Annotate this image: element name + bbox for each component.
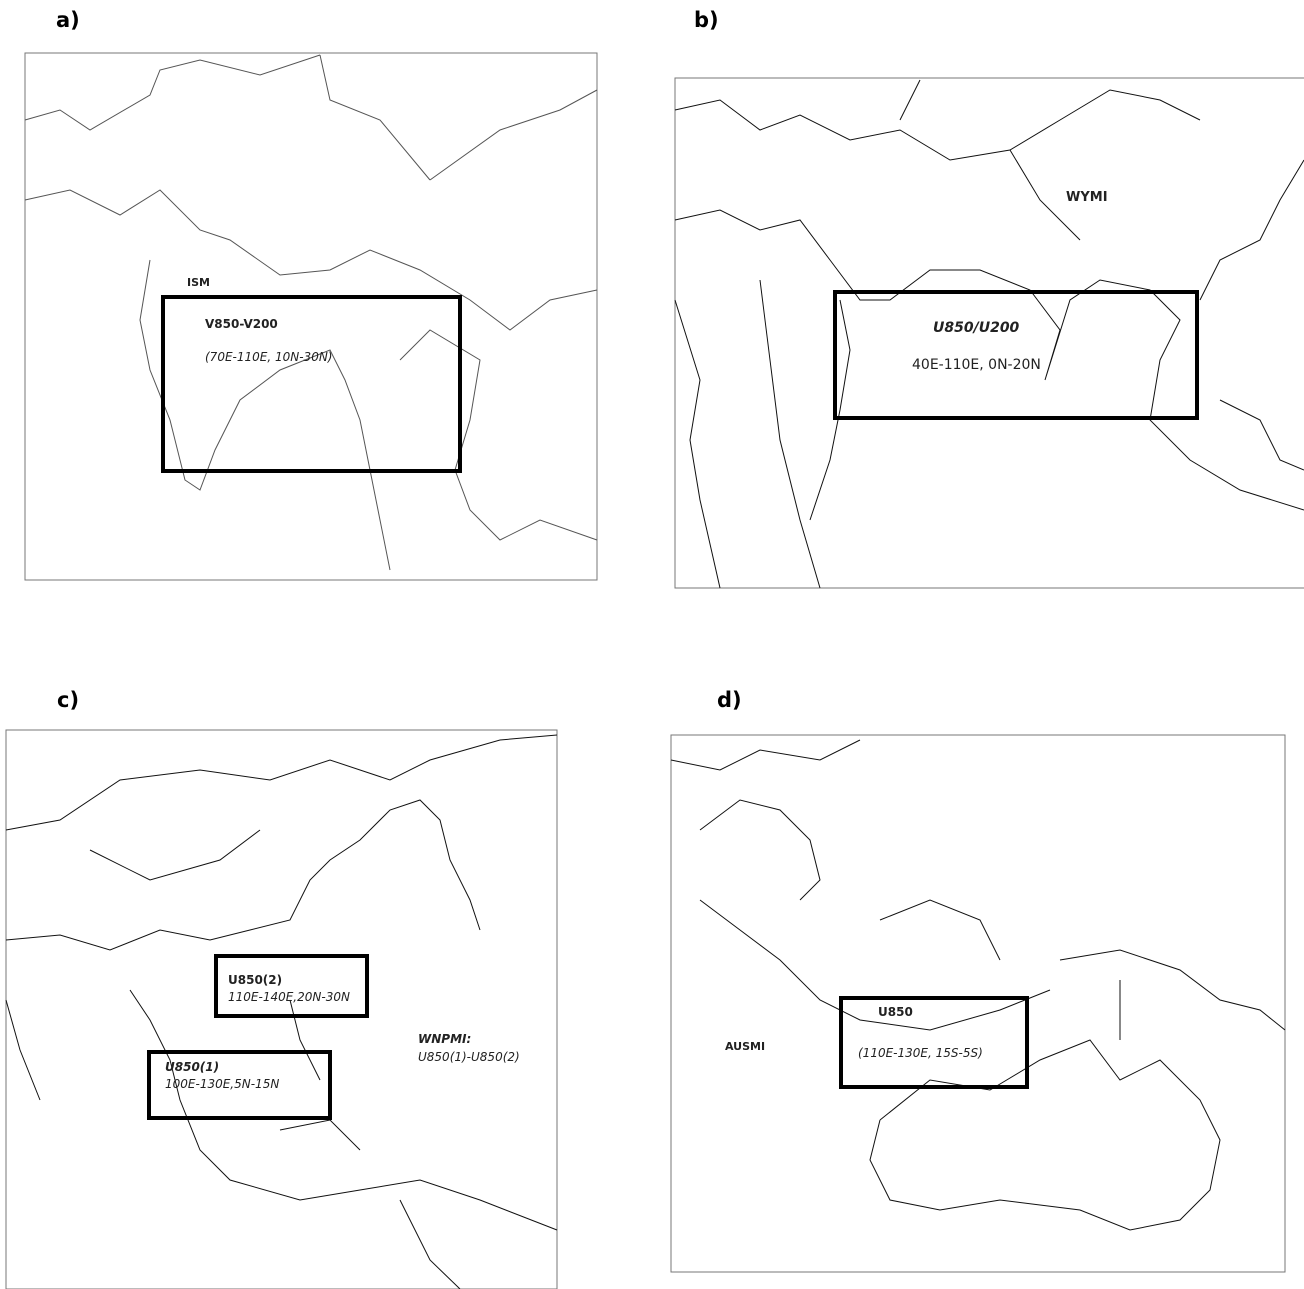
index-name: AUSMI	[725, 1040, 765, 1053]
map-frame	[671, 735, 1285, 1272]
coastline	[6, 735, 557, 1289]
panel-label: d)	[717, 688, 742, 712]
box-title: U850(2)	[228, 973, 282, 987]
box-title: U850(1)	[165, 1060, 219, 1074]
box-region: (110E-130E, 15S-5S)	[858, 1046, 983, 1060]
box-title: U850	[878, 1005, 913, 1019]
box-region: (70E-110E, 10N-30N)	[205, 350, 332, 364]
index-name: ISM	[187, 276, 210, 289]
maps	[0, 0, 1304, 1289]
index-formula: U850(1)-U850(2)	[418, 1050, 520, 1064]
panel-label: c)	[57, 688, 79, 712]
coastline	[25, 55, 597, 570]
box-region: 110E-140E,20N-30N	[228, 990, 350, 1004]
box-region: 40E-110E, 0N-20N	[912, 357, 1041, 373]
box-title: V850-V200	[205, 317, 278, 331]
page: a) ISM V850-V200 (70E-110E, 10N-30N) b) …	[0, 0, 1304, 1289]
panel-label: b)	[694, 8, 719, 32]
region-box	[841, 998, 1027, 1087]
box-region: 100E-130E,5N-15N	[165, 1077, 279, 1091]
index-name: WNPMI:	[418, 1032, 471, 1046]
region-box	[835, 292, 1197, 418]
box-title: U850/U200	[933, 320, 1019, 336]
map-frame	[25, 53, 597, 580]
index-name: WYMI	[1066, 190, 1108, 205]
map-frame	[6, 730, 557, 1289]
coastline	[671, 740, 1285, 1230]
panel-label: a)	[56, 8, 80, 32]
